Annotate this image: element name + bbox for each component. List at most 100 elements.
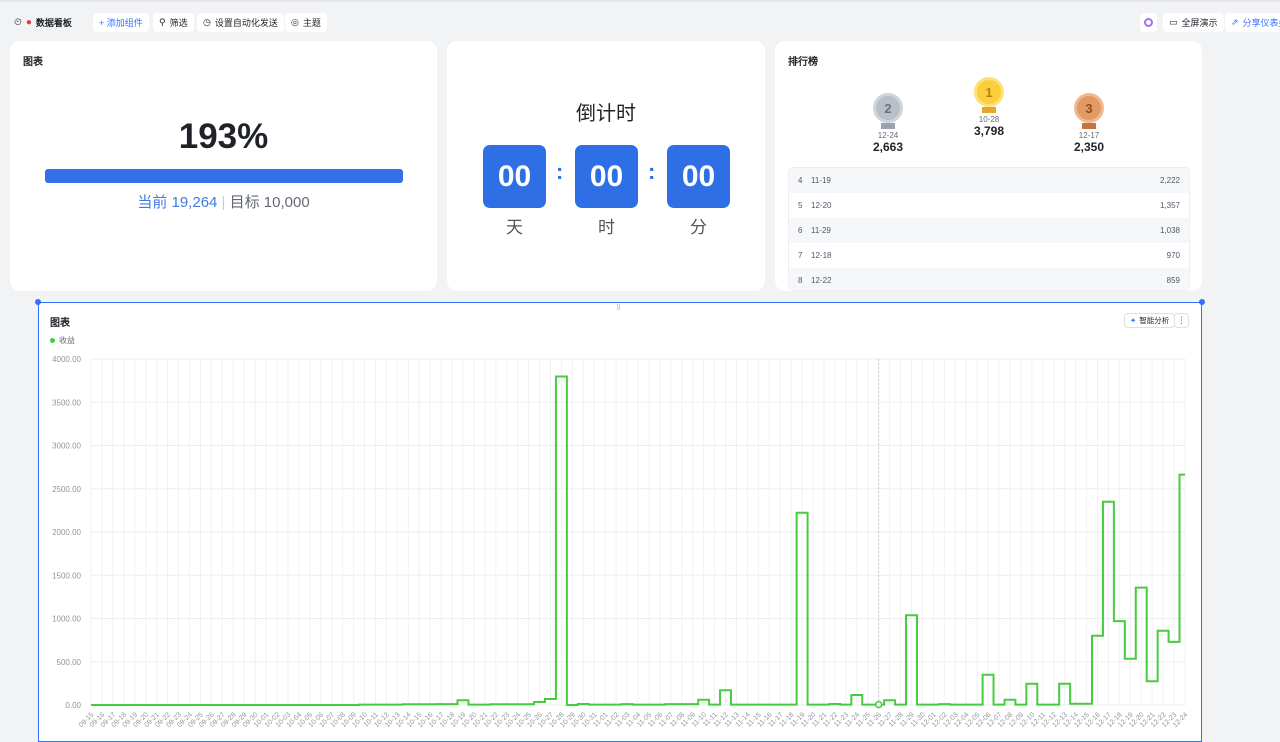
y-tick-label: 0.00 <box>65 701 81 710</box>
ranking-row: 4 11-19 2,222 <box>789 168 1189 193</box>
target-value: 目标 10,000 <box>229 194 310 211</box>
card-title: 图表 <box>50 318 70 329</box>
rank-number: 7 <box>798 251 803 260</box>
countdown-minutes: 00 <box>667 145 730 208</box>
rank-number: 4 <box>798 176 803 185</box>
resize-handle[interactable] <box>35 299 41 305</box>
dashboard-title-text: 数据看板 <box>35 18 72 28</box>
podium-second: 2 12-24 2,663 <box>848 93 928 154</box>
medal-ribbon-icon <box>1082 123 1096 129</box>
add-component-button[interactable]: + 添加组件 <box>93 13 149 32</box>
rank-number: 8 <box>798 276 803 285</box>
auto-send-label: 设置自动化发送 <box>214 18 278 28</box>
filter-icon: ⚲ <box>159 17 166 27</box>
countdown-hours: 00 <box>575 145 638 208</box>
podium-third: 3 12-17 2,350 <box>1049 93 1129 154</box>
data-point <box>874 700 883 709</box>
progress-summary: 当前 19,264 | 目标 10,000 <box>137 194 310 211</box>
rank-value: 2,222 <box>1159 176 1180 185</box>
rank-date: 12-20 <box>811 201 832 210</box>
current-value: 当前 19,264 <box>137 194 218 211</box>
palette-icon: ◎ <box>291 17 299 27</box>
auto-send-button[interactable]: ◷ 设置自动化发送 <box>197 13 284 32</box>
filter-label: 筛选 <box>169 18 188 28</box>
dashboard-title[interactable]: ⏲ ● 数据看板 <box>8 13 78 32</box>
y-tick-label: 4000.00 <box>52 355 81 364</box>
theme-label: 主题 <box>302 18 321 28</box>
ai-analysis-label: 智能分析 <box>1139 316 1170 325</box>
share-icon: ⇗ <box>1231 17 1239 27</box>
card-title: 图表 <box>23 57 43 68</box>
minutes-unit-label: 分 <box>690 218 707 237</box>
podium-date: 12-17 <box>1078 131 1100 140</box>
drag-handle-icon[interactable]: ⠿ <box>616 305 622 312</box>
progress-percent: 193% <box>178 117 269 156</box>
progress-bar-fill <box>45 169 403 183</box>
ranking-list[interactable]: 4 11-19 2,222 5 12-20 1,357 6 11-29 1,038 7 12-… <box>788 167 1190 291</box>
y-tick-label: 1000.00 <box>52 615 81 624</box>
rank-date: 11-29 <box>811 226 831 235</box>
y-tick-label: 2000.00 <box>52 528 81 537</box>
line-chart: 0.00 500.00 1000.00 1500.00 2000.00 2500.00 30… <box>52 355 1189 729</box>
progress-card[interactable]: 图表 193% 当前 19,264 | 目标 10,000 <box>10 41 437 291</box>
y-tick-label: 3500.00 <box>52 398 81 407</box>
line-chart-card[interactable]: ⠿ 图表 收益 ✦ 智能分析 ⋮ 0.00 500.00 1000.00 1500.00… <box>35 299 1205 742</box>
legend-dot <box>50 338 55 343</box>
ranking-row: 6 11-29 1,038 <box>789 218 1189 243</box>
silver-medal-icon: 2 <box>873 93 903 123</box>
rank-value: 859 <box>1166 276 1180 285</box>
hours-unit-label: 时 <box>598 218 615 237</box>
countdown-colon: : <box>648 159 656 184</box>
days-unit-label: 天 <box>506 218 523 237</box>
chart-legend[interactable]: 收益 <box>50 335 75 346</box>
countdown-card[interactable]: 倒计时 00 : 00 : 00 天 时 分 <box>447 41 765 291</box>
progress-bar <box>45 169 403 183</box>
more-options-button[interactable]: ⋮ <box>1174 313 1189 328</box>
gold-medal-icon: 1 <box>974 77 1004 107</box>
podium-date: 12-24 <box>877 131 899 140</box>
y-tick-label: 500.00 <box>57 658 82 667</box>
rank-value: 1,038 <box>1159 226 1180 235</box>
countdown-days: 00 <box>483 145 546 208</box>
rank-number: 6 <box>798 226 803 235</box>
medal-ribbon-icon <box>982 107 996 113</box>
ai-assistant-button[interactable] <box>1140 13 1157 32</box>
countdown-title: 倒计时 <box>576 103 636 125</box>
ranking-row: 7 12-18 970 <box>789 243 1189 268</box>
ai-ring-icon <box>1144 18 1153 27</box>
share-button[interactable]: ⇗分享仪表盘 <box>1225 13 1280 32</box>
countdown-colon: : <box>556 159 564 184</box>
rank-date: 12-22 <box>811 276 832 285</box>
ranking-row: 8 12-22 859 <box>789 268 1189 290</box>
ranking-card[interactable]: 排行榜 2 12-24 2,663 1 10-28 3,798 3 12-17 … <box>775 41 1202 291</box>
medal-ribbon-icon <box>881 123 895 129</box>
rank-date: 11-19 <box>811 176 831 185</box>
history-icon[interactable]: ⏲ <box>14 17 22 28</box>
fullscreen-button[interactable]: ▭ 全屏演示 <box>1163 13 1224 32</box>
ai-analysis-button[interactable]: ✦ 智能分析 <box>1124 313 1176 328</box>
podium-value: 3,798 <box>973 124 1005 138</box>
series-line-收益 <box>91 375 1185 706</box>
card-title: 排行榜 <box>788 57 818 68</box>
y-tick-label: 2500.00 <box>52 485 81 494</box>
top-toolbar: ⏲ ● 数据看板 + 添加组件 ⚲ 筛选 ◷ 设置自动化发送 ◎ 主题 ▭ 全屏演示 ⇗… <box>0 0 1280 38</box>
bronze-medal-icon: 3 <box>1074 93 1104 123</box>
theme-button[interactable]: ◎ 主题 <box>285 13 327 32</box>
podium-value: 2,350 <box>1073 140 1105 154</box>
resize-handle[interactable] <box>1199 299 1205 305</box>
podium-value: 2,663 <box>872 140 904 154</box>
ranking-row: 5 12-20 1,357 <box>789 193 1189 218</box>
y-tick-label: 1500.00 <box>52 571 81 580</box>
rank-number: 5 <box>798 201 803 210</box>
add-component-label: + 添加组件 <box>99 18 143 28</box>
podium-first: 1 10-28 3,798 <box>949 77 1029 138</box>
y-tick-label: 3000.00 <box>52 442 81 451</box>
share-label: 分享仪表盘 <box>1242 18 1280 28</box>
rank-value: 1,357 <box>1159 201 1180 210</box>
dashboard-emoji-icon: ● <box>25 17 32 28</box>
rank-date: 12-18 <box>811 251 832 260</box>
filter-button[interactable]: ⚲ 筛选 <box>153 13 194 32</box>
legend-label: 收益 <box>59 336 75 345</box>
rank-value: 970 <box>1166 251 1180 260</box>
sparkle-icon: ✦ <box>1130 316 1137 325</box>
